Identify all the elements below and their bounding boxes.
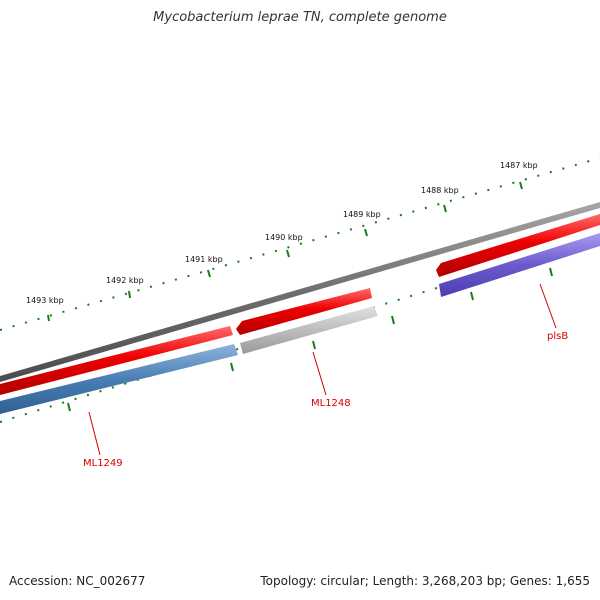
scale-label-1493: 1493 kbp bbox=[26, 296, 64, 305]
gene-label-ml1249[interactable]: ML1249 bbox=[83, 458, 123, 469]
gene-label-ml1248[interactable]: ML1248 bbox=[311, 398, 351, 409]
genome-backbone bbox=[0, 202, 600, 382]
forward-cds-left[interactable] bbox=[0, 326, 233, 395]
forward-cds-middle[interactable] bbox=[236, 288, 372, 335]
gene-ml1248[interactable] bbox=[240, 306, 378, 354]
scale-label-1490: 1490 kbp bbox=[265, 233, 303, 242]
scale-label-1487: 1487 kbp bbox=[500, 161, 538, 170]
gene-plsb[interactable] bbox=[439, 233, 600, 297]
scale-label-1488: 1488 kbp bbox=[421, 186, 459, 195]
gene-label-plsb[interactable]: plsB bbox=[547, 331, 568, 342]
map-title: Mycobacterium leprae TN, complete genome bbox=[153, 10, 447, 25]
gene-ml1249[interactable] bbox=[0, 344, 238, 414]
scale-label-1492: 1492 kbp bbox=[106, 276, 144, 285]
accession-text: Accession: NC_002677 bbox=[9, 574, 146, 588]
forward-cds-right[interactable] bbox=[436, 214, 600, 277]
gene-leader-lines bbox=[88, 283, 557, 456]
scale-label-1489: 1489 kbp bbox=[343, 210, 381, 219]
outer-scale-ring bbox=[0, 157, 600, 331]
genome-summary-text: Topology: circular; Length: 3,268,203 bp… bbox=[260, 574, 590, 588]
scale-labels: 1493 kbp 1492 kbp 1491 kbp 1490 kbp 1489… bbox=[26, 161, 538, 305]
scale-label-1491: 1491 kbp bbox=[185, 255, 223, 264]
